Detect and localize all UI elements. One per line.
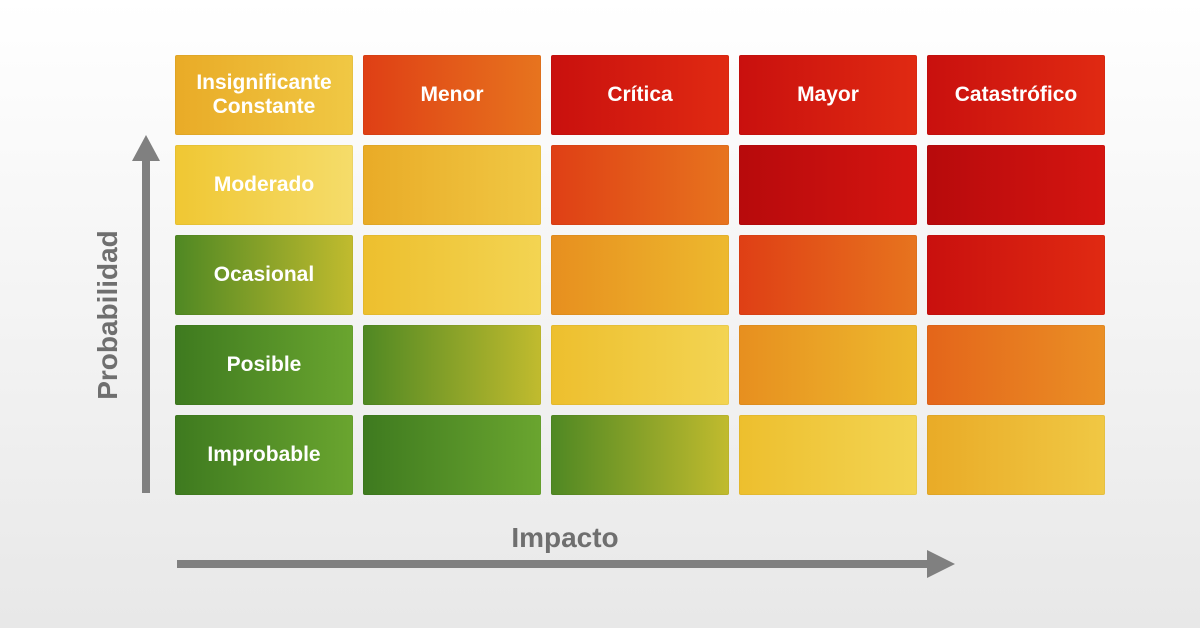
matrix-cell: InsignificanteConstante (175, 55, 353, 135)
matrix-cell (551, 235, 729, 315)
risk-matrix-grid: InsignificanteConstanteMenorCríticaMayor… (175, 55, 1105, 495)
matrix-cell: Mayor (739, 55, 917, 135)
arrow-right-icon (175, 524, 955, 584)
matrix-cell: Menor (363, 55, 541, 135)
matrix-cell: Posible (175, 325, 353, 405)
matrix-cell: Catastrófico (927, 55, 1105, 135)
matrix-cell (927, 415, 1105, 495)
matrix-cell (551, 325, 729, 405)
matrix-cell (739, 145, 917, 225)
matrix-cell: Moderado (175, 145, 353, 225)
matrix-cell: Improbable (175, 415, 353, 495)
risk-matrix-stage: Probabilidad Impacto InsignificanteConst… (0, 0, 1200, 628)
matrix-cell (739, 415, 917, 495)
y-axis-arrow (128, 135, 164, 495)
matrix-cell: Crítica (551, 55, 729, 135)
matrix-cell (927, 325, 1105, 405)
matrix-cell (739, 325, 917, 405)
matrix-cell (739, 235, 917, 315)
y-axis-label: Probabilidad (92, 230, 124, 400)
matrix-cell (363, 325, 541, 405)
matrix-cell (551, 145, 729, 225)
x-axis-arrow (175, 524, 955, 594)
matrix-cell (363, 145, 541, 225)
y-axis-label-container: Probabilidad (90, 135, 126, 495)
matrix-cell (927, 235, 1105, 315)
matrix-cell (927, 145, 1105, 225)
matrix-cell (363, 235, 541, 315)
matrix-cell (551, 415, 729, 495)
matrix-cell: Ocasional (175, 235, 353, 315)
matrix-cell (363, 415, 541, 495)
arrow-up-icon (128, 135, 164, 495)
